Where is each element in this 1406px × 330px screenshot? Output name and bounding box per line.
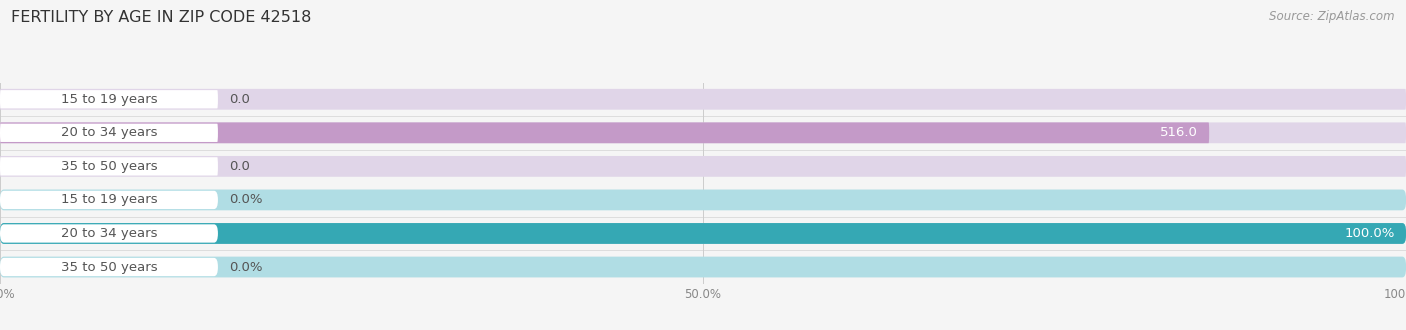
FancyBboxPatch shape <box>0 122 1406 143</box>
Text: 20 to 34 years: 20 to 34 years <box>60 126 157 139</box>
FancyBboxPatch shape <box>0 124 218 142</box>
Text: 100.0%: 100.0% <box>1344 227 1395 240</box>
FancyBboxPatch shape <box>0 191 218 209</box>
FancyBboxPatch shape <box>0 90 218 109</box>
FancyBboxPatch shape <box>0 156 1406 177</box>
FancyBboxPatch shape <box>0 189 1406 210</box>
Text: 35 to 50 years: 35 to 50 years <box>60 160 157 173</box>
Text: 0.0: 0.0 <box>229 160 250 173</box>
FancyBboxPatch shape <box>0 223 1406 244</box>
Text: 516.0: 516.0 <box>1160 126 1198 139</box>
FancyBboxPatch shape <box>0 257 1406 278</box>
Text: 15 to 19 years: 15 to 19 years <box>60 193 157 207</box>
Text: 35 to 50 years: 35 to 50 years <box>60 260 157 274</box>
Text: 15 to 19 years: 15 to 19 years <box>60 93 157 106</box>
Text: FERTILITY BY AGE IN ZIP CODE 42518: FERTILITY BY AGE IN ZIP CODE 42518 <box>11 10 312 25</box>
FancyBboxPatch shape <box>0 157 218 176</box>
Text: 20 to 34 years: 20 to 34 years <box>60 227 157 240</box>
FancyBboxPatch shape <box>0 224 218 243</box>
Text: Source: ZipAtlas.com: Source: ZipAtlas.com <box>1270 10 1395 23</box>
FancyBboxPatch shape <box>0 223 1406 244</box>
Text: 0.0%: 0.0% <box>229 193 263 207</box>
FancyBboxPatch shape <box>0 122 1209 143</box>
FancyBboxPatch shape <box>0 89 1406 110</box>
Text: 0.0: 0.0 <box>229 93 250 106</box>
Text: 0.0%: 0.0% <box>229 260 263 274</box>
FancyBboxPatch shape <box>0 258 218 276</box>
